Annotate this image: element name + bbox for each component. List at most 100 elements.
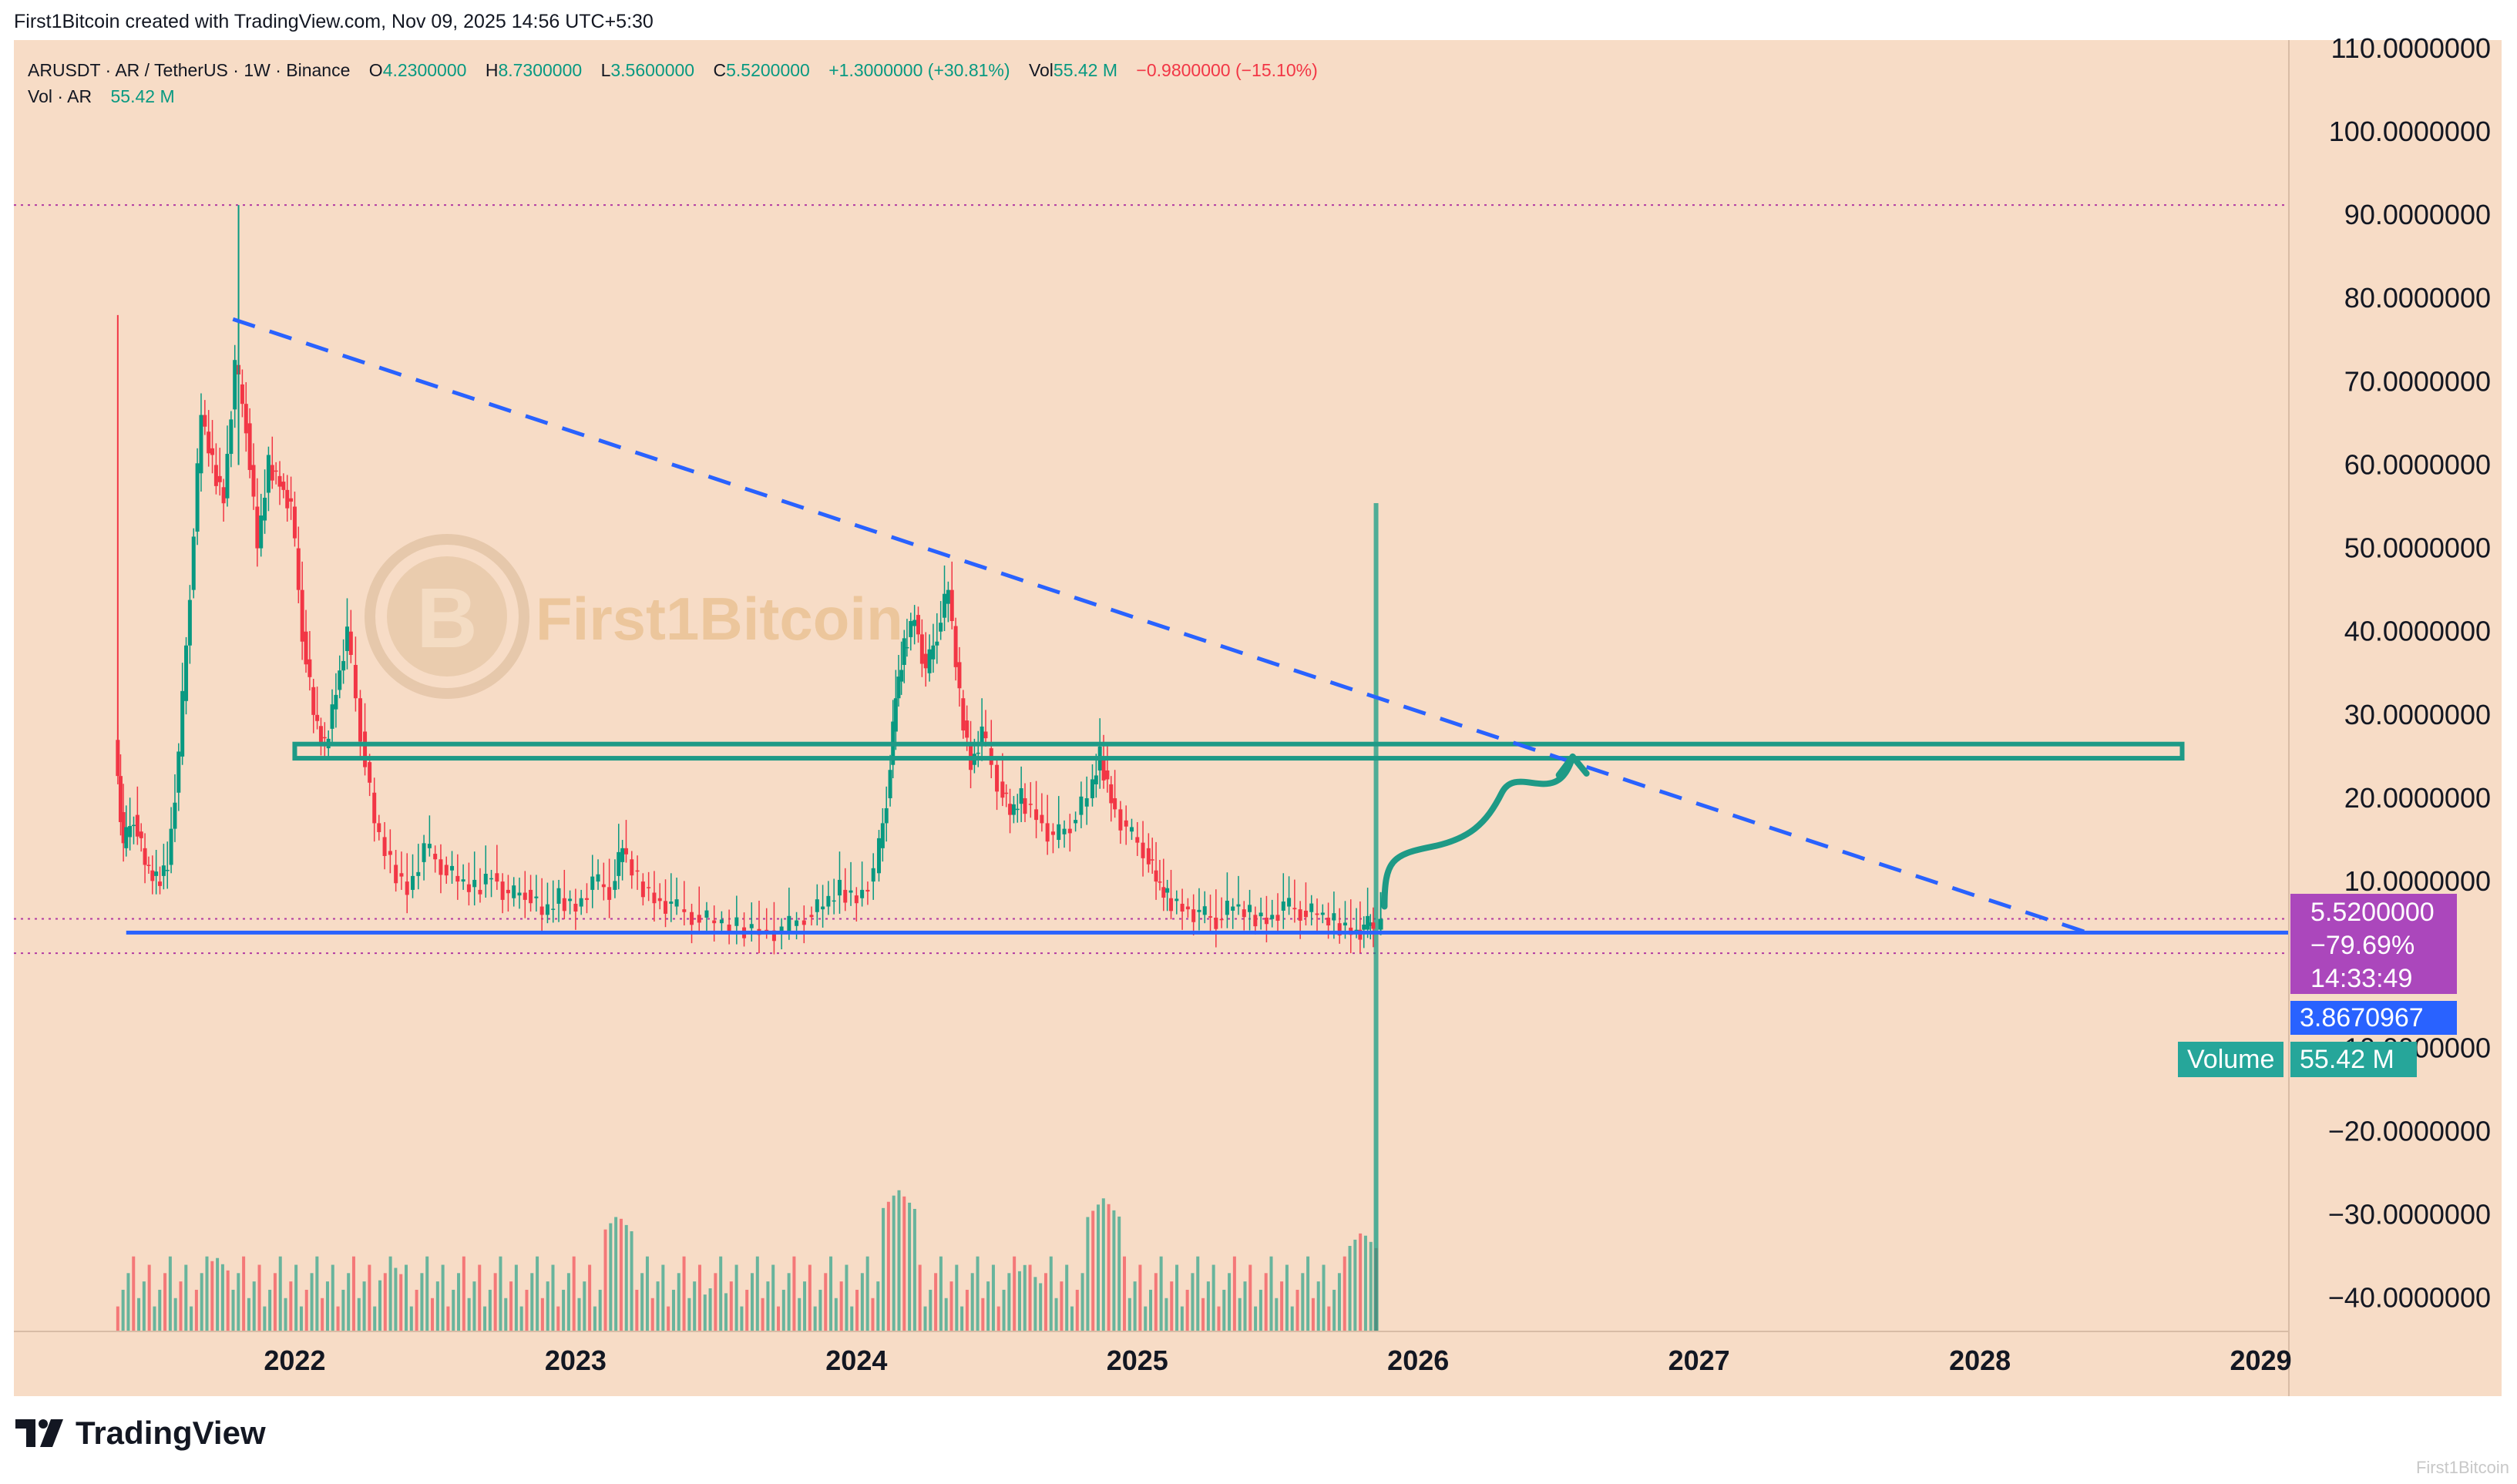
candle <box>1371 907 1376 948</box>
candle <box>411 854 415 898</box>
candle <box>1337 908 1342 944</box>
volume-bar <box>1033 1277 1037 1331</box>
candle-body <box>483 874 488 885</box>
candle <box>143 833 147 884</box>
volume-bar <box>798 1298 801 1331</box>
candle <box>1004 784 1009 807</box>
candle <box>358 690 362 760</box>
candle <box>388 829 392 874</box>
candle <box>1161 858 1166 912</box>
price-label-box <box>2290 894 2457 994</box>
candle <box>545 882 549 924</box>
volume-bar <box>1332 1289 1336 1331</box>
volume-bar <box>551 1264 555 1331</box>
candle <box>461 864 465 890</box>
volume-bar <box>1295 1289 1299 1331</box>
candle <box>757 900 761 954</box>
candle-body <box>1023 797 1027 814</box>
candle-body <box>682 909 687 912</box>
tradingview-brand[interactable]: TradingView <box>15 1415 266 1452</box>
candle-body <box>1141 842 1145 858</box>
candle-body <box>263 497 267 521</box>
candle <box>1124 805 1128 845</box>
candle-body <box>1074 820 1078 824</box>
volume-bar <box>1348 1245 1352 1331</box>
volume-bar <box>304 1289 308 1331</box>
legend-high-label: H <box>485 60 499 80</box>
candle-body <box>1101 756 1106 781</box>
candle <box>292 492 297 547</box>
volume-bar <box>719 1256 723 1331</box>
candle <box>640 873 645 906</box>
volume-bar <box>499 1256 502 1331</box>
volume-bar <box>1337 1273 1341 1331</box>
volume-bar <box>1043 1273 1047 1331</box>
candle-body <box>207 431 211 454</box>
volume-bar <box>912 1208 916 1331</box>
volume-value-label: 55.42 M <box>2290 1042 2417 1077</box>
candle-body <box>1258 912 1263 917</box>
candle <box>184 636 189 715</box>
y-tick-label: 10.0000000 <box>2344 865 2491 897</box>
candle-body <box>506 889 510 894</box>
volume-bar <box>734 1264 738 1331</box>
candle <box>165 841 170 889</box>
candle <box>795 912 799 940</box>
candle-body <box>495 873 499 882</box>
volume-bar <box>514 1264 518 1331</box>
candle-body <box>1067 828 1072 834</box>
volume-bar <box>263 1306 267 1331</box>
volume-bar <box>351 1256 355 1331</box>
chart-area[interactable] <box>14 40 2502 1396</box>
candle <box>843 868 848 912</box>
y-tick-label: 60.0000000 <box>2344 448 2491 480</box>
candle <box>173 774 177 842</box>
volume-bar <box>126 1273 130 1331</box>
candle <box>899 641 904 695</box>
candle-body <box>191 536 196 590</box>
watermark-ring-outer <box>365 534 529 699</box>
volume-bar <box>1138 1264 1142 1331</box>
candle <box>394 850 398 892</box>
volume-bar <box>310 1273 314 1331</box>
volume-bar <box>588 1264 592 1331</box>
candle <box>169 807 173 874</box>
candle-body <box>439 859 443 875</box>
watermark-ring-inner <box>387 556 507 677</box>
volume-bar <box>981 1298 985 1331</box>
candle <box>1146 833 1151 873</box>
volume-bar <box>252 1281 256 1331</box>
candle-body <box>154 871 159 876</box>
candle <box>213 443 218 495</box>
candle-body <box>363 731 368 767</box>
volume-bar <box>850 1306 854 1331</box>
candle <box>225 425 230 507</box>
candle-body <box>647 887 651 888</box>
volume-bar <box>577 1298 581 1331</box>
volume-bar <box>1101 1198 1105 1331</box>
candle <box>1079 781 1084 828</box>
candle-body <box>158 881 163 886</box>
volume-bar <box>147 1264 151 1331</box>
candle <box>399 851 404 890</box>
legend-change: +1.3000000 (+30.81%) <box>828 60 1010 80</box>
volume-bar <box>1117 1216 1121 1331</box>
volume-bar <box>446 1306 450 1331</box>
chart-legend: ARUSDT · AR / TetherUS · 1W · Binance O4… <box>28 57 1318 109</box>
volume-bar <box>1175 1264 1179 1331</box>
candle <box>1174 890 1179 915</box>
candle-body <box>596 874 600 882</box>
candle <box>207 410 211 467</box>
candle-body <box>957 662 962 689</box>
candle <box>1050 823 1055 854</box>
candle-body <box>1057 824 1061 841</box>
candle-body <box>1332 913 1336 921</box>
candle <box>1253 906 1258 935</box>
volume-bar <box>724 1293 728 1331</box>
candle-body <box>1270 915 1275 919</box>
volume-bar <box>1091 1210 1095 1331</box>
candle-body <box>259 515 264 549</box>
watermark-monogram: B <box>416 571 477 666</box>
candle <box>727 909 731 945</box>
